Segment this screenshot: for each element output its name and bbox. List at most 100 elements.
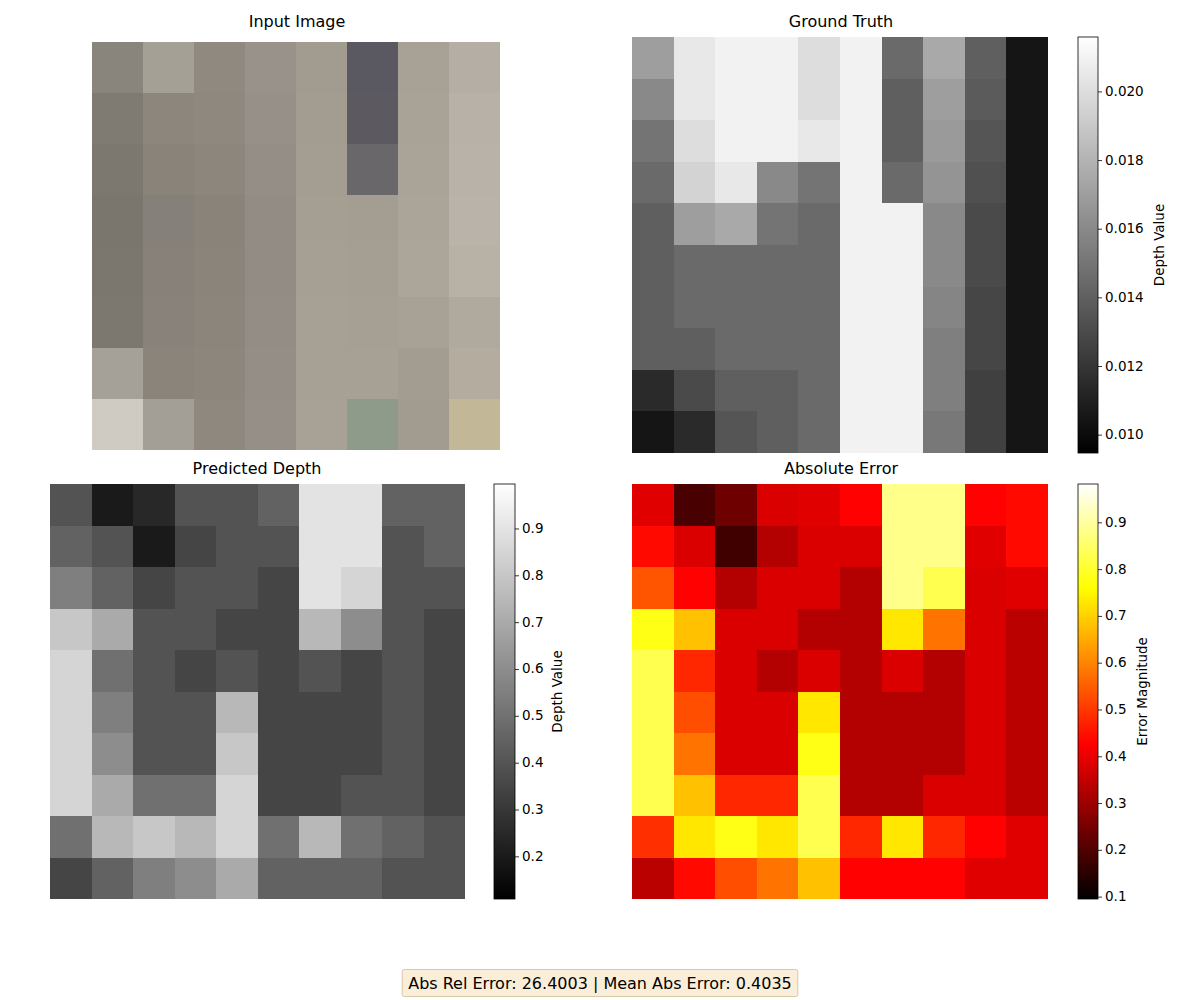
colorbar-tick bbox=[515, 622, 519, 623]
heatmap-cell bbox=[715, 203, 757, 245]
heatmap-cell bbox=[632, 79, 674, 121]
heatmap-cell bbox=[632, 328, 674, 370]
heatmap-cell bbox=[923, 287, 965, 329]
heatmap-cell bbox=[715, 650, 757, 692]
image-pixel bbox=[398, 246, 450, 298]
heatmap-cell bbox=[798, 692, 840, 734]
heatmap-cell bbox=[424, 692, 466, 734]
heatmap-cell bbox=[882, 411, 924, 453]
heatmap-cell bbox=[1006, 567, 1048, 609]
heatmap-cell bbox=[50, 650, 92, 692]
heatmap-cell bbox=[299, 858, 341, 900]
heatmap-cell bbox=[674, 484, 716, 526]
heatmap-cell bbox=[424, 775, 466, 817]
heatmap-cell bbox=[923, 609, 965, 651]
heatmap-cell bbox=[632, 484, 674, 526]
heatmap-cell bbox=[715, 162, 757, 204]
heatmap-cell bbox=[882, 120, 924, 162]
heatmap-cell bbox=[175, 484, 217, 526]
heatmap-cell bbox=[1006, 162, 1048, 204]
image-pixel bbox=[347, 144, 399, 196]
heatmap-cell bbox=[757, 609, 799, 651]
image-pixel bbox=[92, 297, 144, 349]
heatmap-cell bbox=[798, 37, 840, 79]
image-pixel bbox=[347, 42, 399, 94]
colorbar-tick bbox=[1098, 709, 1102, 710]
heatmap-cell bbox=[424, 526, 466, 568]
heatmap-cell bbox=[798, 733, 840, 775]
heatmap-cell bbox=[299, 816, 341, 858]
colorbar-tick bbox=[1098, 756, 1102, 757]
colorbar-tick bbox=[515, 856, 519, 857]
heatmap-cell bbox=[923, 370, 965, 412]
heatmap-cell bbox=[715, 37, 757, 79]
heatmap-cell bbox=[715, 79, 757, 121]
heatmap-cell bbox=[840, 484, 882, 526]
heatmap-cell bbox=[424, 858, 466, 900]
image-pixel bbox=[398, 195, 450, 247]
heatmap-cell bbox=[798, 120, 840, 162]
heatmap-cell bbox=[882, 484, 924, 526]
colorbar-tick-label: 0.5 bbox=[1105, 701, 1126, 717]
heatmap-cell bbox=[1006, 733, 1048, 775]
heatmap-cell bbox=[715, 567, 757, 609]
image-pixel bbox=[245, 348, 297, 400]
heatmap-cell bbox=[424, 816, 466, 858]
footer-box bbox=[402, 970, 798, 997]
colorbar-tick-label: 0.2 bbox=[522, 848, 543, 864]
heatmap-cell bbox=[216, 775, 258, 817]
colorbar-tick bbox=[1098, 663, 1102, 664]
colorbar-tick bbox=[1098, 435, 1102, 436]
heatmap-cell bbox=[674, 526, 716, 568]
heatmap-cell bbox=[757, 526, 799, 568]
heatmap-cell bbox=[798, 79, 840, 121]
heatmap-cell bbox=[632, 245, 674, 287]
heatmap-cell bbox=[923, 733, 965, 775]
colorbar-tick bbox=[515, 716, 519, 717]
colorbar-tick-label: 0.8 bbox=[522, 567, 543, 583]
heatmap-cell bbox=[50, 567, 92, 609]
heatmap-cell bbox=[1006, 858, 1048, 900]
heatmap-cell bbox=[882, 245, 924, 287]
heatmap-cell bbox=[923, 650, 965, 692]
heatmap-cell bbox=[424, 567, 466, 609]
image-pixel bbox=[194, 144, 246, 196]
heatmap-cell bbox=[1006, 816, 1048, 858]
heatmap-cell bbox=[92, 858, 134, 900]
image-pixel bbox=[398, 399, 450, 450]
heatmap-cell bbox=[840, 203, 882, 245]
image-pixel bbox=[194, 348, 246, 400]
heatmap-cell bbox=[258, 775, 300, 817]
heatmap-cell bbox=[50, 692, 92, 734]
heatmap-cell bbox=[965, 692, 1007, 734]
heatmap-cell bbox=[798, 650, 840, 692]
footer: Abs Rel Error: 26.4003 | Mean Abs Error:… bbox=[402, 970, 798, 997]
heatmap-cell bbox=[1006, 245, 1048, 287]
heatmap-cell bbox=[965, 203, 1007, 245]
heatmap-cell bbox=[258, 692, 300, 734]
colorbar-tick-label: 0.4 bbox=[522, 754, 543, 770]
heatmap-cell bbox=[175, 526, 217, 568]
heatmap-cell bbox=[258, 858, 300, 900]
image-pixel bbox=[143, 42, 195, 94]
heatmap-cell bbox=[632, 37, 674, 79]
heatmap-cell bbox=[299, 609, 341, 651]
colorbar-tick-label: 0.9 bbox=[522, 520, 543, 536]
heatmap-cell bbox=[840, 650, 882, 692]
heatmap-cell bbox=[133, 484, 175, 526]
footer-text: Abs Rel Error: 26.4003 | Mean Abs Error:… bbox=[408, 974, 792, 993]
heatmap-cell bbox=[341, 858, 383, 900]
heatmap-cell bbox=[674, 287, 716, 329]
heatmap-cell bbox=[965, 245, 1007, 287]
heatmap-cell bbox=[175, 775, 217, 817]
heatmap-cell bbox=[258, 816, 300, 858]
image-pixel bbox=[347, 399, 399, 450]
colorbar-tick-label: 0.5 bbox=[522, 707, 543, 723]
colorbar bbox=[1078, 37, 1098, 453]
heatmap-cell bbox=[882, 858, 924, 900]
heatmap-cell bbox=[840, 733, 882, 775]
heatmap-cell bbox=[133, 526, 175, 568]
heatmap-cell bbox=[50, 484, 92, 526]
heatmap-cell bbox=[1006, 370, 1048, 412]
heatmap-cell bbox=[757, 120, 799, 162]
